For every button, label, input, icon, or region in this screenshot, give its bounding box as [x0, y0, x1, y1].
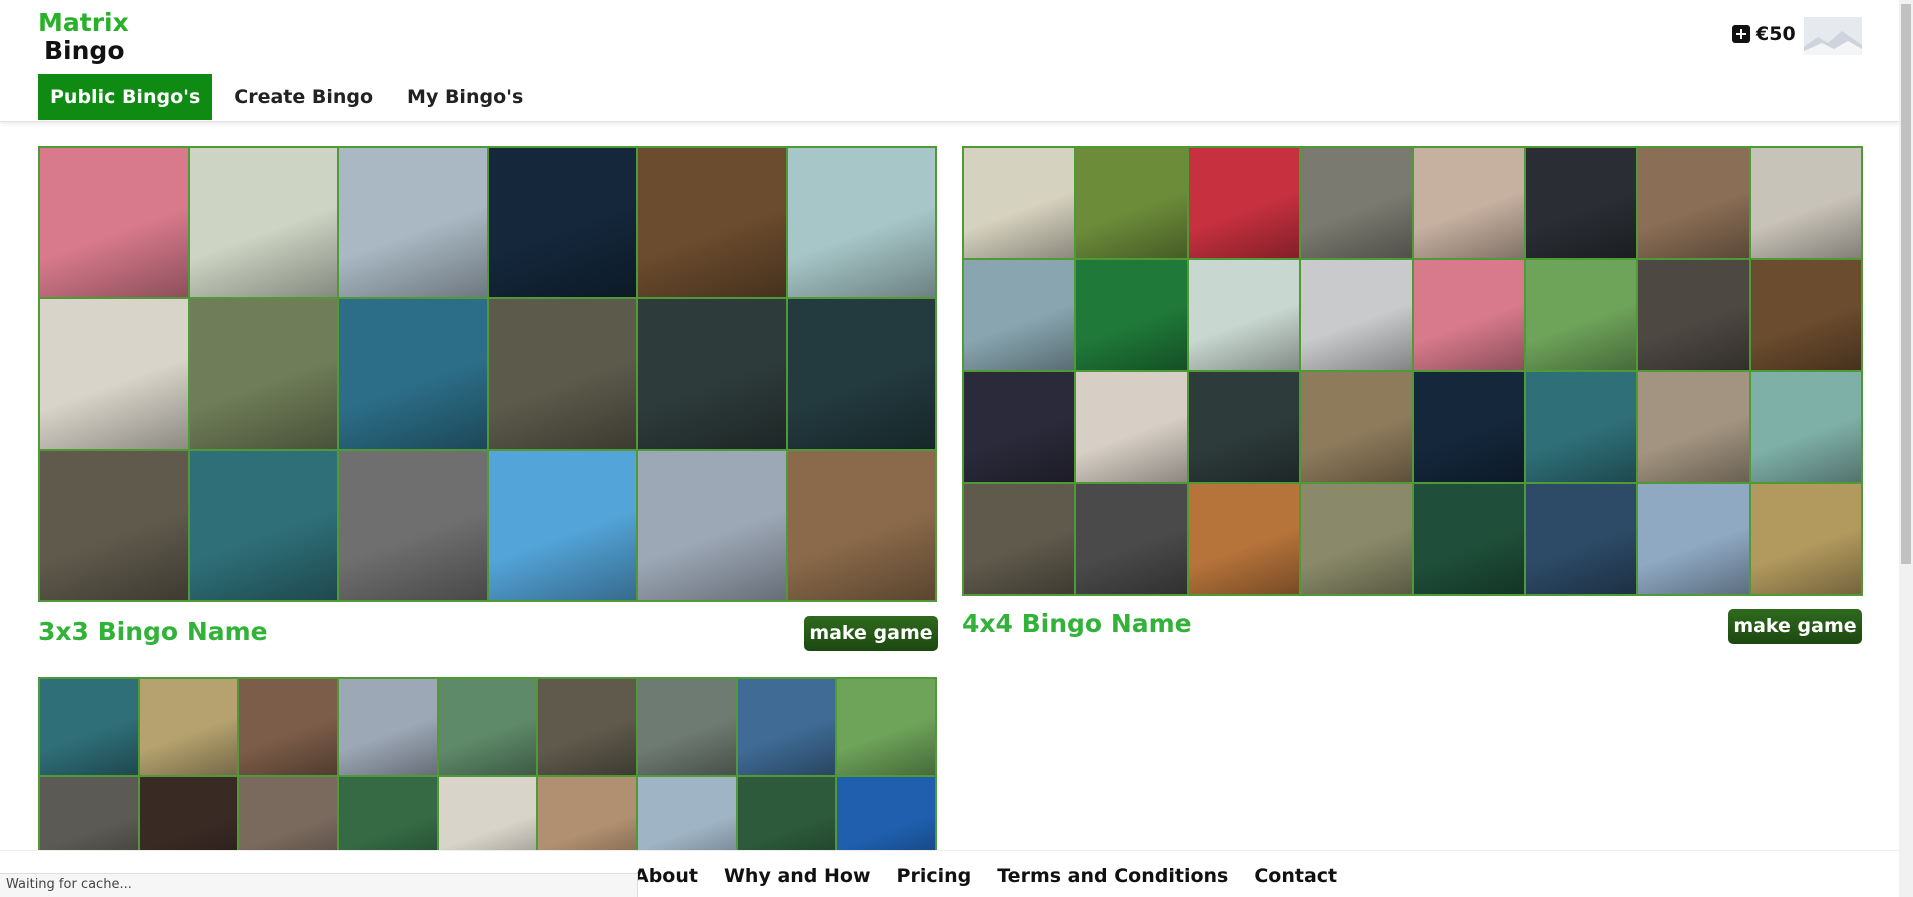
bingo-image-tile[interactable]	[737, 679, 836, 775]
bingo-image-tile[interactable]	[1301, 148, 1412, 258]
browser-status-bar: Waiting for cache...	[0, 873, 638, 897]
bingo-image-tile[interactable]	[1525, 372, 1637, 482]
bingo-image-tile[interactable]	[488, 450, 636, 600]
bingo-image-tile[interactable]	[1750, 260, 1861, 370]
bingo-image-tile[interactable]	[1076, 148, 1187, 258]
nav-item-create-bingo[interactable]: Create Bingo	[234, 86, 374, 108]
footer-link-about[interactable]: About	[634, 865, 698, 887]
logo-line-1: Matrix	[38, 8, 129, 37]
site-logo[interactable]: Matrix Bingo	[38, 9, 129, 65]
page-scrollbar[interactable]	[1899, 0, 1913, 897]
bingo-4x4-name[interactable]: 4x4 Bingo Name	[962, 609, 1192, 638]
bingo-image-tile[interactable]	[1076, 260, 1187, 370]
scrollbar-thumb[interactable]	[1901, 4, 1911, 564]
bingo-image-tile[interactable]	[1525, 148, 1637, 258]
bingo-image-tile[interactable]	[189, 148, 337, 298]
bingo-image-tile[interactable]	[1413, 260, 1524, 370]
bingo-image-tile[interactable]	[40, 450, 188, 600]
bingo-image-tile[interactable]	[638, 450, 786, 600]
bingo-image-tile[interactable]	[538, 679, 636, 775]
bingo-image-tile[interactable]	[1076, 484, 1187, 594]
bingo-3x3-name[interactable]: 3x3 Bingo Name	[38, 617, 268, 646]
main-nav: Public Bingo's Create Bingo My Bingo's	[38, 74, 545, 120]
bingo-image-tile[interactable]	[139, 679, 238, 775]
bingo-image-tile[interactable]	[964, 372, 1075, 482]
bingo-3x3-image-grid[interactable]	[38, 146, 937, 602]
bingo-image-tile[interactable]	[1638, 372, 1749, 482]
bingo-image-tile[interactable]	[787, 299, 935, 449]
avatar[interactable]	[1804, 17, 1862, 55]
footer-link-why-and-how[interactable]: Why and How	[723, 865, 871, 887]
bingo-image-tile[interactable]	[438, 679, 537, 775]
bingo-image-tile[interactable]	[637, 679, 736, 775]
bingo-third-image-grid[interactable]	[38, 677, 937, 871]
bingo-image-tile[interactable]	[1638, 260, 1749, 370]
bingo-image-tile[interactable]	[189, 450, 337, 600]
bingo-image-tile[interactable]	[339, 148, 487, 298]
bingo-image-tile[interactable]	[1076, 372, 1187, 482]
bingo-image-tile[interactable]	[1750, 484, 1861, 594]
logo-line-2: Bingo	[44, 36, 125, 65]
credits-amount: €50	[1756, 23, 1796, 45]
bingo-3x3-make-game-button[interactable]: make game	[804, 616, 938, 651]
bingo-image-tile[interactable]	[338, 679, 437, 775]
nav-item-my-bingo-s[interactable]: My Bingo's	[407, 86, 524, 108]
bingo-image-tile[interactable]	[638, 148, 786, 298]
bingo-image-tile[interactable]	[189, 299, 337, 449]
bingo-image-tile[interactable]	[1413, 484, 1524, 594]
footer-link-contact[interactable]: Contact	[1254, 865, 1338, 887]
bingo-image-tile[interactable]	[1301, 372, 1412, 482]
footer-links: About Why and How Pricing Terms and Conditi…	[634, 865, 1363, 887]
bingo-image-tile[interactable]	[1750, 148, 1861, 258]
bingo-image-tile[interactable]	[837, 679, 935, 775]
bingo-4x4-make-game-button[interactable]: make game	[1728, 609, 1862, 644]
bingo-image-tile[interactable]	[339, 450, 487, 600]
footer-link-terms-and-conditions[interactable]: Terms and Conditions	[997, 865, 1229, 887]
credits-display[interactable]: €50	[1732, 23, 1796, 45]
bingo-image-tile[interactable]	[787, 148, 935, 298]
bingo-image-tile[interactable]	[638, 299, 786, 449]
bingo-image-tile[interactable]	[1413, 148, 1524, 258]
bingo-image-tile[interactable]	[1525, 260, 1637, 370]
bingo-image-tile[interactable]	[40, 299, 188, 449]
avatar-image-icon	[1804, 31, 1862, 55]
bingo-image-tile[interactable]	[1188, 372, 1300, 482]
bingo-image-tile[interactable]	[339, 299, 487, 449]
bingo-image-tile[interactable]	[787, 450, 935, 600]
bingo-image-tile[interactable]	[488, 148, 636, 298]
bingo-image-tile[interactable]	[1413, 372, 1524, 482]
bingo-image-tile[interactable]	[964, 484, 1075, 594]
bingo-image-tile[interactable]	[1638, 484, 1749, 594]
bingo-image-tile[interactable]	[1301, 260, 1412, 370]
site-header: Matrix Bingo Public Bingo's Create Bingo M…	[0, 0, 1899, 122]
bingo-image-tile[interactable]	[40, 148, 188, 298]
bingo-image-tile[interactable]	[239, 679, 337, 775]
bingo-image-tile[interactable]	[1750, 372, 1861, 482]
bingo-image-tile[interactable]	[488, 299, 636, 449]
bingo-4x4-image-grid[interactable]	[962, 146, 1863, 596]
bingo-image-tile[interactable]	[1301, 484, 1412, 594]
bingo-image-tile[interactable]	[1638, 148, 1749, 258]
bingo-image-tile[interactable]	[1525, 484, 1637, 594]
bingo-image-tile[interactable]	[1188, 484, 1300, 594]
bingo-image-tile[interactable]	[964, 260, 1075, 370]
bingo-image-tile[interactable]	[964, 148, 1075, 258]
bingo-image-tile[interactable]	[40, 679, 138, 775]
nav-item-public-bingo-s[interactable]: Public Bingo's	[38, 74, 213, 120]
add-credits-icon[interactable]	[1732, 25, 1750, 43]
bingo-image-tile[interactable]	[1188, 260, 1300, 370]
bingo-image-tile[interactable]	[1188, 148, 1300, 258]
footer-link-pricing[interactable]: Pricing	[896, 865, 972, 887]
